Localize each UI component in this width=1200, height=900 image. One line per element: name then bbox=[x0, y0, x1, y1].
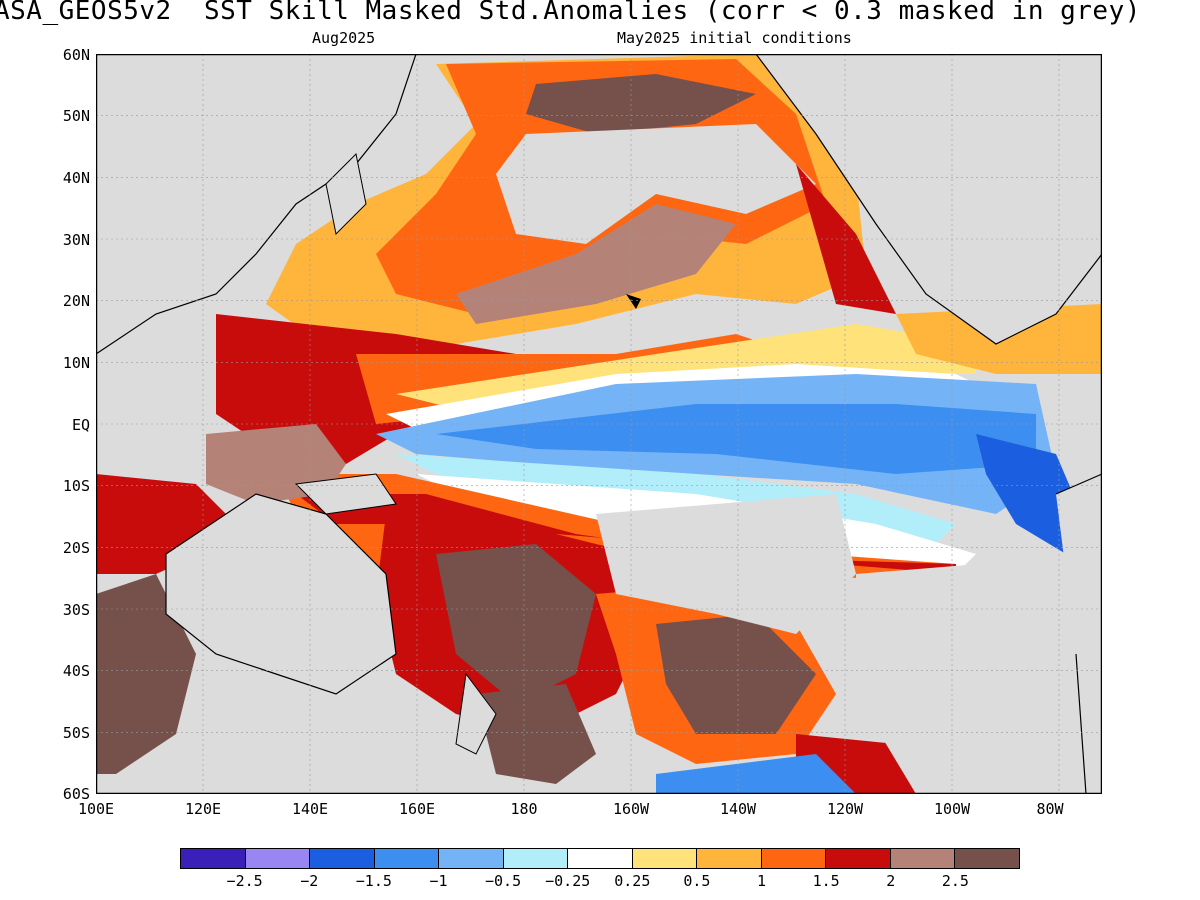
colorbar-swatch bbox=[826, 849, 891, 868]
ytick-20n: 20N bbox=[62, 292, 90, 310]
colorbar-swatch bbox=[697, 849, 762, 868]
ytick-60n: 60N bbox=[62, 46, 90, 64]
ytick-40n: 40N bbox=[62, 169, 90, 187]
colorbar-swatch bbox=[439, 849, 504, 868]
ytick-30n: 30N bbox=[62, 231, 90, 249]
map-canvas bbox=[95, 53, 1103, 795]
xtick-120w: 120W bbox=[826, 800, 864, 818]
colorbar-label: −2.5 bbox=[226, 872, 263, 890]
ytick-30s: 30S bbox=[62, 601, 90, 619]
land-north-america bbox=[756, 54, 1102, 344]
colorbar-swatch bbox=[632, 849, 698, 868]
colorbar-swatch bbox=[568, 849, 633, 868]
ytick-50n: 50N bbox=[62, 107, 90, 125]
map-title: ASA_GEOS5v2 SST Skill Masked Std.Anomali… bbox=[0, 0, 1141, 26]
colorbar-swatch bbox=[245, 849, 311, 868]
xtick-100e: 100E bbox=[77, 800, 115, 818]
anomaly-region-eq-darkblue bbox=[976, 434, 1086, 554]
colorbar-swatch bbox=[310, 849, 375, 868]
mask-southeast bbox=[596, 494, 856, 634]
colorbar-label: 1.5 bbox=[812, 872, 840, 890]
colorbar-label: 1 bbox=[757, 872, 767, 890]
land-australia bbox=[166, 494, 396, 694]
anomaly-region-southern-blue bbox=[656, 754, 856, 794]
colorbar-label: 2 bbox=[886, 872, 896, 890]
coastline-japan bbox=[325, 152, 367, 236]
target-month-label: Aug2025 bbox=[312, 29, 376, 47]
initial-conditions-label: May2025 initial conditions bbox=[617, 29, 852, 47]
xtick-160w: 160W bbox=[612, 800, 650, 818]
ytick-eq: EQ bbox=[71, 416, 90, 434]
colorbar-swatch bbox=[503, 849, 569, 868]
coastline-north-america bbox=[755, 54, 1102, 345]
colorbar-label: −1 bbox=[429, 872, 448, 890]
xtick-140w: 140W bbox=[719, 800, 757, 818]
mask-northpac bbox=[496, 124, 816, 244]
map-frame bbox=[95, 53, 1103, 795]
ytick-50s: 50S bbox=[62, 724, 90, 742]
coastline-new-guinea bbox=[294, 473, 397, 515]
xtick-80w: 80W bbox=[1036, 800, 1064, 818]
colorbar-label: 0.25 bbox=[614, 872, 651, 890]
xtick-160e: 160E bbox=[398, 800, 436, 818]
graticule bbox=[96, 54, 1102, 794]
anomaly-region-swpac-brown2 bbox=[656, 614, 816, 734]
colorbar-swatch bbox=[181, 849, 246, 868]
ytick-10s: 10S bbox=[62, 477, 90, 495]
sst-anomaly-map bbox=[95, 53, 1103, 795]
colorbar-label: −1.5 bbox=[355, 872, 392, 890]
ytick-60s: 60S bbox=[62, 785, 90, 803]
mask-southeast-2 bbox=[856, 554, 1102, 794]
land-south-america bbox=[1056, 474, 1102, 794]
coastline-asia bbox=[96, 54, 417, 355]
colorbar-swatch bbox=[890, 849, 956, 868]
colorbar-label: −2 bbox=[300, 872, 319, 890]
anomaly-region-south-red bbox=[296, 494, 956, 574]
coastline-south-america bbox=[1055, 473, 1102, 794]
ytick-10n: 10N bbox=[62, 354, 90, 372]
coastline-australia bbox=[165, 493, 397, 695]
xtick-100w: 100W bbox=[933, 800, 971, 818]
anomaly-region-kuroshio-brown bbox=[456, 204, 736, 324]
colorbar-label: −0.5 bbox=[485, 872, 522, 890]
colorbar-swatch bbox=[955, 849, 1019, 868]
colorbar bbox=[180, 848, 1020, 869]
anomaly-region-southern-brown bbox=[476, 684, 596, 784]
land-asia bbox=[96, 54, 416, 354]
xtick-180: 180 bbox=[510, 800, 538, 818]
ytick-40s: 40S bbox=[62, 662, 90, 680]
anomaly-region-tasman-brown bbox=[96, 574, 196, 774]
colorbar-label: −0.25 bbox=[545, 872, 591, 890]
colorbar-label: 2.5 bbox=[941, 872, 969, 890]
anomaly-region-gulfalaska-brown bbox=[526, 74, 756, 134]
xtick-120e: 120E bbox=[184, 800, 222, 818]
anomaly-region-eq-blue bbox=[436, 404, 1036, 474]
anomaly-region-swpac-brown bbox=[436, 544, 596, 704]
ytick-20s: 20S bbox=[62, 539, 90, 557]
colorbar-swatch bbox=[761, 849, 827, 868]
coastline-new-zealand bbox=[455, 672, 497, 755]
colorbar-swatch bbox=[374, 849, 440, 868]
colorbar-label: 0.5 bbox=[683, 872, 711, 890]
xtick-140e: 140E bbox=[291, 800, 329, 818]
coastline-hawaii bbox=[626, 294, 641, 309]
